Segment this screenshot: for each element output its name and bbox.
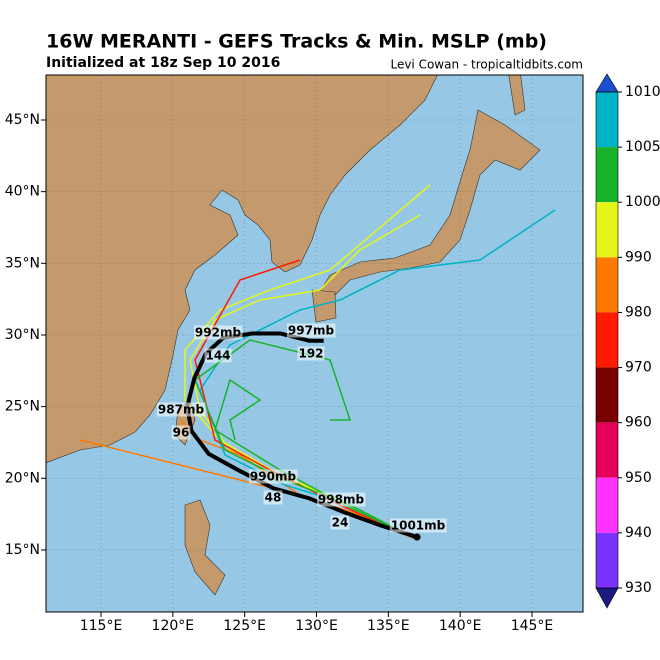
track-label: 990mb bbox=[250, 470, 297, 484]
colorbar-extend bbox=[595, 587, 619, 609]
label-box bbox=[171, 425, 191, 440]
y-tick-label: 35°N bbox=[5, 255, 40, 271]
track-label: 1001mb bbox=[391, 519, 446, 533]
track-label: 48 bbox=[265, 491, 282, 505]
y-tick-label: 45°N bbox=[5, 112, 40, 128]
y-tick-label: 25°N bbox=[5, 399, 40, 415]
label-box bbox=[193, 325, 243, 340]
x-tick-label: 115°E bbox=[80, 618, 123, 634]
colorbar-label: 980 bbox=[625, 304, 652, 320]
track-label: 998mb bbox=[318, 493, 365, 507]
colorbar-label: 930 bbox=[625, 580, 652, 596]
y-tick-label: 40°N bbox=[5, 184, 40, 200]
label-box bbox=[389, 518, 447, 533]
x-tick-label: 135°E bbox=[367, 618, 410, 634]
colorbar-segment bbox=[596, 92, 618, 148]
label-box bbox=[286, 323, 336, 338]
track-label: 992mb bbox=[195, 326, 242, 340]
colorbar-extend bbox=[595, 73, 619, 93]
colorbar-label: 1010 bbox=[625, 84, 660, 100]
y-tick-label: 30°N bbox=[5, 327, 40, 343]
colorbar-frame bbox=[595, 91, 619, 589]
colorbar-segment bbox=[596, 422, 618, 478]
x-tick-label: 140°E bbox=[439, 618, 482, 634]
colorbar-label: 950 bbox=[625, 470, 652, 486]
colorbar-label: 990 bbox=[625, 249, 652, 265]
colorbar-label: 940 bbox=[625, 525, 652, 541]
y-tick-label: 15°N bbox=[5, 542, 40, 558]
colorbar-label: 1005 bbox=[625, 139, 660, 155]
colorbar-segment bbox=[596, 532, 618, 588]
label-box bbox=[156, 402, 206, 417]
colorbar-label: 960 bbox=[625, 415, 652, 431]
x-tick-label: 145°E bbox=[511, 618, 554, 634]
label-box bbox=[297, 346, 325, 361]
track-label: 24 bbox=[332, 516, 349, 530]
colorbar-label: 970 bbox=[625, 360, 652, 376]
credit: Levi Cowan - tropicaltidbits.com bbox=[390, 58, 583, 72]
colorbar-segment bbox=[596, 202, 618, 258]
colorbar-segment bbox=[596, 367, 618, 423]
colorbar-label: 1000 bbox=[625, 194, 660, 210]
track-label: 987mb bbox=[158, 403, 205, 417]
track-label: 144 bbox=[205, 349, 230, 363]
label-box bbox=[204, 348, 232, 363]
subtitle: Initialized at 18z Sep 10 2016 bbox=[46, 55, 280, 71]
track-label: 96 bbox=[173, 426, 190, 440]
label-box bbox=[330, 515, 350, 530]
colorbar-segment bbox=[596, 257, 618, 313]
x-tick-label: 120°E bbox=[152, 618, 195, 634]
label-box bbox=[248, 469, 298, 484]
track-label: 997mb bbox=[288, 324, 335, 338]
y-tick-label: 20°N bbox=[5, 470, 40, 486]
title: 16W MERANTI - GEFS Tracks & Min. MSLP (m… bbox=[46, 31, 547, 53]
track-start bbox=[413, 533, 421, 541]
label-box bbox=[316, 492, 366, 507]
label-box bbox=[263, 490, 283, 505]
frame bbox=[45, 74, 584, 613]
colorbar-segment bbox=[596, 147, 618, 203]
colorbar-segment bbox=[596, 312, 618, 368]
x-tick-label: 130°E bbox=[295, 618, 338, 634]
x-tick-label: 125°E bbox=[223, 618, 266, 634]
colorbar-segment bbox=[596, 477, 618, 533]
track-label: 192 bbox=[298, 347, 323, 361]
